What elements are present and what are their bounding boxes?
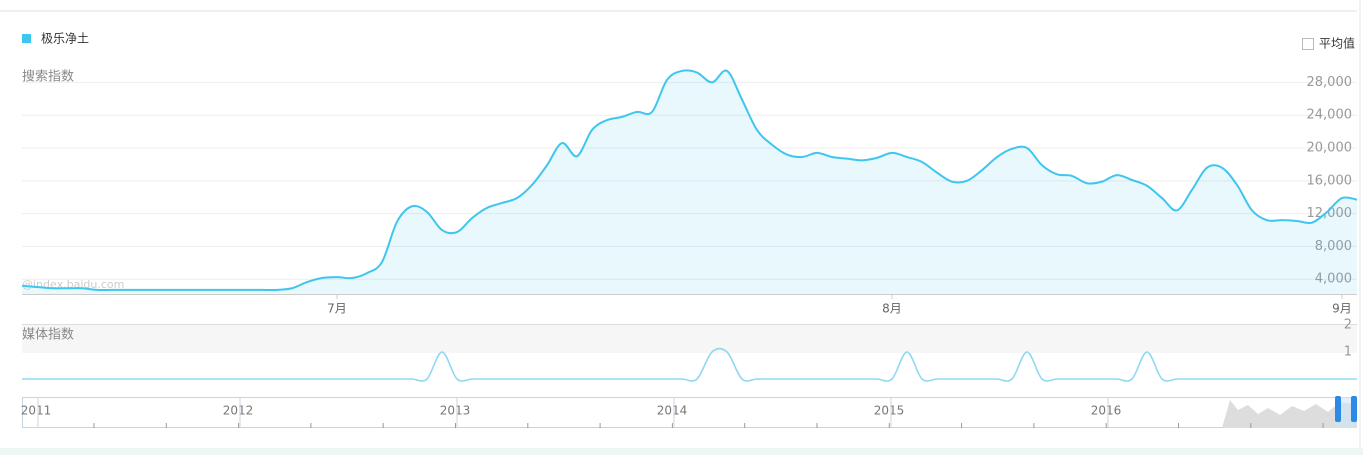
navigator[interactable]: 2011 2012 2013 2014 2015 2016	[21, 396, 1357, 428]
y-tick-label: 24,000	[1307, 108, 1353, 123]
series-line	[21, 69, 1358, 292]
bottom-strip	[0, 448, 1363, 455]
y-tick-label: 8,000	[1315, 239, 1352, 254]
y-tick-label: 12,000	[1307, 206, 1353, 221]
x-tick-label: 8月	[882, 302, 902, 316]
area-fill	[22, 70, 1357, 294]
average-label[interactable]: 平均值	[1319, 36, 1355, 51]
y-tick-label: 1	[1344, 345, 1352, 360]
navigator-year: 2016	[1091, 404, 1122, 418]
average-checkbox[interactable]	[1302, 38, 1314, 50]
legend-label[interactable]: 极乐净土	[41, 32, 89, 46]
navigator-year: 2014	[657, 404, 688, 418]
x-tick-label: 9月	[1332, 302, 1352, 316]
legend-swatch[interactable]	[22, 34, 31, 43]
media-title: 媒体指数	[22, 328, 74, 343]
y-tick-label: 16,000	[1307, 173, 1353, 188]
y-tick-label: 28,000	[1307, 75, 1353, 90]
navigator-year: 2015	[874, 404, 905, 418]
media-band	[22, 325, 1357, 353]
y-tick-label: 20,000	[1307, 141, 1353, 156]
navigator-handle[interactable]	[1351, 396, 1357, 422]
navigator-overview	[1222, 400, 1357, 428]
y-tick-label: 2	[1344, 318, 1352, 333]
y-axis-title: 搜索指数	[22, 70, 74, 85]
x-tick-label: 7月	[327, 302, 347, 316]
y-tick-label: 4,000	[1315, 272, 1352, 287]
navigator-year: 2012	[223, 404, 254, 418]
navigator-handle[interactable]	[1335, 396, 1341, 422]
navigator-year: 2011	[21, 404, 52, 418]
navigator-year: 2013	[440, 404, 471, 418]
navigator-frame[interactable]	[22, 397, 1357, 428]
series-line	[21, 347, 1357, 382]
